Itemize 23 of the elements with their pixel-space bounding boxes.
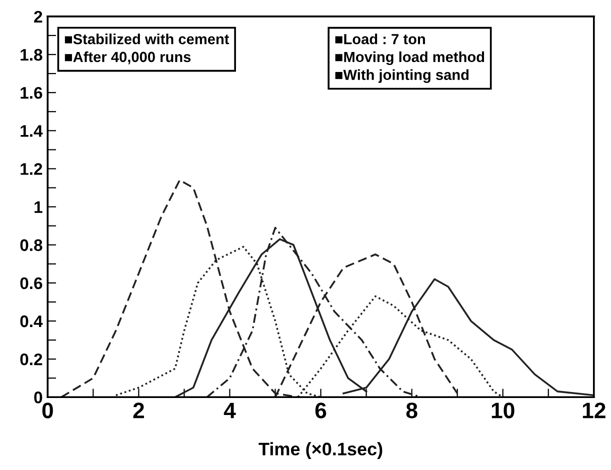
y-tick-label: 2 (34, 10, 42, 22)
x-tick-label: 8 (406, 402, 418, 418)
y-tick-label: 0.6 (20, 277, 42, 290)
y-tick-label: 1.2 (20, 163, 42, 175)
x-tick-label: 2 (133, 402, 144, 418)
x-tick-label: 12 (582, 402, 606, 418)
y-tick-label: 1.8 (20, 48, 42, 61)
x-axis-title: Time (×0.1sec) (258, 442, 382, 459)
y-tick-label: 0.4 (20, 315, 43, 328)
annotation: ■Load : 7 ton (335, 34, 425, 44)
x-tick-label: 6 (315, 402, 326, 418)
y-tick-label: 0.8 (20, 239, 42, 252)
annotation: ■Moving load method (335, 51, 484, 66)
y-tick-label: 0.2 (20, 353, 42, 366)
annotation: ■Stabilized with cement (64, 34, 230, 44)
annotation: ■After 40,000 runs (64, 51, 191, 64)
y-tick-label: 1.6 (20, 86, 42, 99)
x-tick-label: 10 (492, 402, 514, 418)
y-tick-label: 1.4 (20, 125, 43, 137)
annotation: ■With jointing sand (335, 69, 469, 83)
y-tick-label: 0 (34, 392, 42, 404)
x-tick-label: 4 (224, 402, 236, 418)
y-tick-label: 1 (34, 201, 42, 213)
